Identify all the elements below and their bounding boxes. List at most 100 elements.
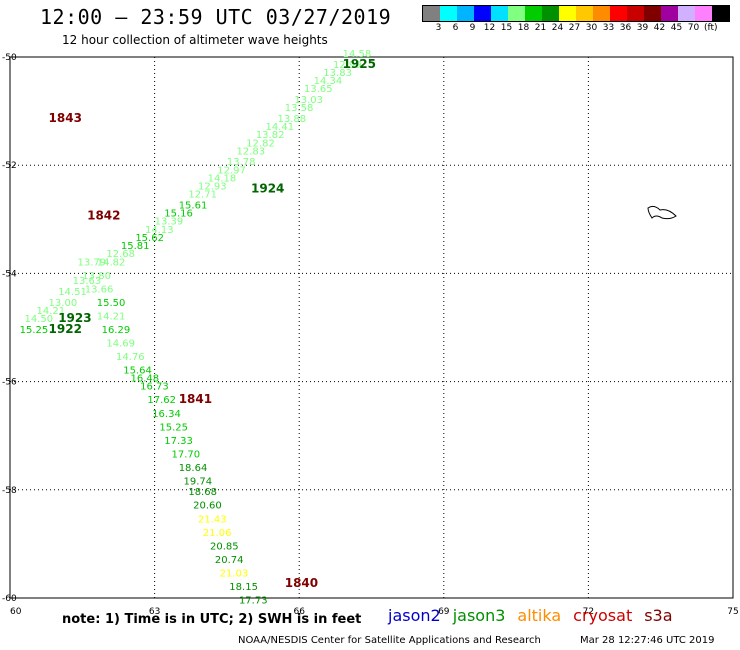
map-frame: [9, 56, 734, 599]
legend-swatch: [627, 6, 644, 21]
wave-height-value: 18.64: [179, 463, 208, 474]
wave-height-value: 14.82: [97, 257, 126, 268]
wave-height-value: 13.03: [294, 95, 323, 106]
wave-height-value: 16.48: [131, 374, 160, 385]
legend-swatch: [576, 6, 593, 21]
wave-height-value: 16.29: [102, 325, 131, 336]
wave-height-value: 12.82: [246, 138, 275, 149]
y-tick-label: -52: [2, 161, 17, 171]
wave-height-value: 12.99: [333, 60, 362, 71]
wave-height-value: 20.60: [193, 501, 222, 512]
wave-height-value: 16.73: [140, 382, 169, 393]
legend-swatch: [559, 6, 576, 21]
y-tick-label: -54: [2, 269, 17, 279]
wave-height-value: 14.50: [24, 314, 53, 325]
wave-height-value: 13.63: [73, 276, 102, 287]
page-title: 12:00 — 23:59 UTC 03/27/2019: [40, 5, 392, 29]
wave-height-value: 16.34: [152, 409, 181, 420]
wave-height-value: 18.68: [188, 487, 217, 498]
pass-time-label: 1842: [87, 208, 120, 222]
wave-height-value: 21.43: [198, 514, 227, 525]
wave-height-value: 18.15: [229, 582, 258, 593]
wave-height-value: 17.62: [147, 395, 176, 406]
wave-height-value: 13.39: [155, 217, 184, 228]
legend-label: 3: [435, 23, 442, 33]
legend-swatch: [695, 6, 712, 21]
wave-height-value: 13.65: [304, 84, 333, 95]
satellite-s3a: s3a: [644, 606, 673, 625]
legend-label: 45: [670, 23, 683, 33]
footer-note: note: 1) Time is in UTC; 2) SWH is in fe…: [62, 612, 362, 627]
legend-label: 15: [500, 23, 513, 33]
legend-swatch: [610, 6, 627, 21]
legend-label: 39: [636, 23, 649, 33]
wave-height-value: 14.51: [58, 287, 87, 298]
wave-height-value: 13.82: [256, 130, 285, 141]
wave-height-value: 14.18: [208, 173, 237, 184]
legend-labels: 3 6 9 12 15 18 21 24 27 30 33 36 39 42 45 70: [422, 23, 730, 33]
wave-height-value: 17.73: [239, 595, 268, 606]
wave-height-value: 12.83: [237, 146, 266, 157]
x-tick-label: 60: [10, 607, 22, 617]
wave-height-value: 15.81: [121, 241, 150, 252]
legend-swatch: [491, 6, 508, 21]
wave-height-value: 15.50: [97, 298, 126, 309]
legend-swatch: [712, 6, 729, 21]
legend-swatch: [525, 6, 542, 21]
wave-height-value: 21.03: [220, 568, 249, 579]
wave-height-value: 15.64: [123, 365, 152, 376]
legend-swatch: [678, 6, 695, 21]
legend-swatches: [422, 5, 730, 22]
wave-height-value: 20.74: [215, 555, 244, 566]
legend-swatch: [474, 6, 491, 21]
satellite-legend: jason2 jason3 altika cryosat s3a: [388, 606, 673, 625]
wave-height-value: 13.58: [285, 103, 314, 114]
wave-height-value: 17.70: [171, 449, 200, 460]
y-tick-label: -56: [2, 378, 17, 388]
legend-swatch: [593, 6, 610, 21]
legend-label: 36: [619, 23, 632, 33]
x-tick-label: 72: [583, 607, 594, 617]
legend-swatch: [542, 6, 559, 21]
legend-label: 24: [551, 23, 564, 33]
legend-swatch: [440, 6, 457, 21]
wave-height-value: 14.69: [106, 338, 135, 349]
wave-height-value: 13.80: [82, 271, 111, 282]
legend-swatch: [508, 6, 525, 21]
legend-swatch: [644, 6, 661, 21]
wave-height-value: 19.74: [184, 476, 213, 487]
wave-height-value: 13.83: [323, 68, 352, 79]
legend-swatch: [661, 6, 678, 21]
x-tick-label: 75: [727, 607, 738, 617]
wave-height-value: 15.16: [164, 209, 193, 220]
wave-height-value: 17.33: [164, 436, 193, 447]
legend-label: 6: [452, 23, 459, 33]
pass-time-label: 1924: [251, 181, 284, 195]
wave-height-value: 15.61: [179, 200, 208, 211]
y-tick-label: -50: [2, 53, 17, 63]
timestamp-text: Mar 28 12:27:46 UTC 2019: [580, 635, 715, 646]
pass-time-label: 1923: [58, 311, 91, 325]
legend-label: 21: [534, 23, 547, 33]
satellite-cryosat: cryosat: [573, 606, 633, 625]
legend-swatch: [423, 6, 440, 21]
wave-height-legend: 3 6 9 12 15 18 21 24 27 30 33 36 39 42 45 70 (ft): [422, 5, 730, 33]
pass-time-label: 1925: [343, 57, 376, 71]
wave-height-value: 15.62: [135, 233, 164, 244]
pass-time-label: 1840: [285, 576, 318, 590]
island-outline: [647, 205, 677, 220]
legend-label: 42: [653, 23, 666, 33]
legend-label: 70: [687, 23, 700, 33]
wave-height-value: 15.25: [159, 422, 188, 433]
y-tick-label: -60: [2, 594, 17, 604]
wave-height-value: 14.76: [116, 352, 145, 363]
x-tick-label: 63: [149, 607, 160, 617]
wave-height-value: 14.41: [265, 122, 294, 133]
legend-label: 27: [568, 23, 581, 33]
wave-height-value: 14.34: [314, 76, 343, 87]
wave-height-value: 12.71: [188, 190, 217, 201]
page-subtitle: 12 hour collection of altimeter wave hei…: [62, 33, 328, 47]
legend-label: 18: [517, 23, 530, 33]
wave-height-value: 12.97: [217, 165, 246, 176]
